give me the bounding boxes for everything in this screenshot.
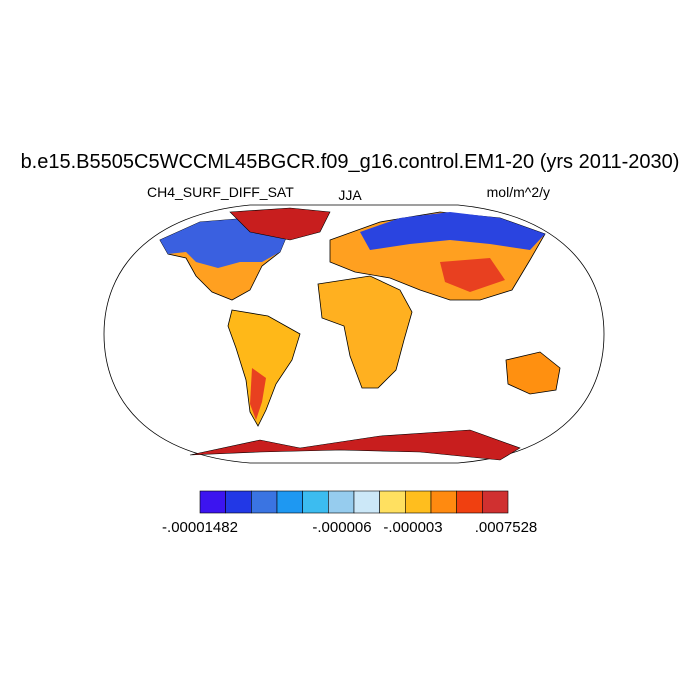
left-string: CH4_SURF_DIFF_SAT xyxy=(147,184,294,200)
colorbar-label: -.00001482 xyxy=(162,519,238,536)
colorbar-box xyxy=(405,490,432,514)
colorbar-box xyxy=(456,490,483,514)
colorbar xyxy=(199,490,509,514)
colorbar-label: -.000006 xyxy=(312,519,371,536)
colorbar-box xyxy=(482,490,509,514)
colorbar-box xyxy=(353,490,380,514)
colorbar-box xyxy=(328,490,355,514)
colorbar-box xyxy=(302,490,329,514)
colorbar-label: -.000003 xyxy=(383,519,442,536)
map xyxy=(103,204,605,464)
colorbar-box xyxy=(225,490,252,514)
colorbar-box xyxy=(379,490,406,514)
colorbar-box xyxy=(199,490,226,514)
title: b.e15.B5505C5WCCML45BGCR.f09_g16.control… xyxy=(21,151,680,173)
colorbar-box xyxy=(251,490,278,514)
colorbar-box xyxy=(430,490,457,514)
center-string: JJA xyxy=(338,187,362,203)
colorbar-label: .0007528 xyxy=(475,519,538,536)
right-string: mol/m^2/y xyxy=(487,184,550,200)
colorbar-box xyxy=(276,490,303,514)
